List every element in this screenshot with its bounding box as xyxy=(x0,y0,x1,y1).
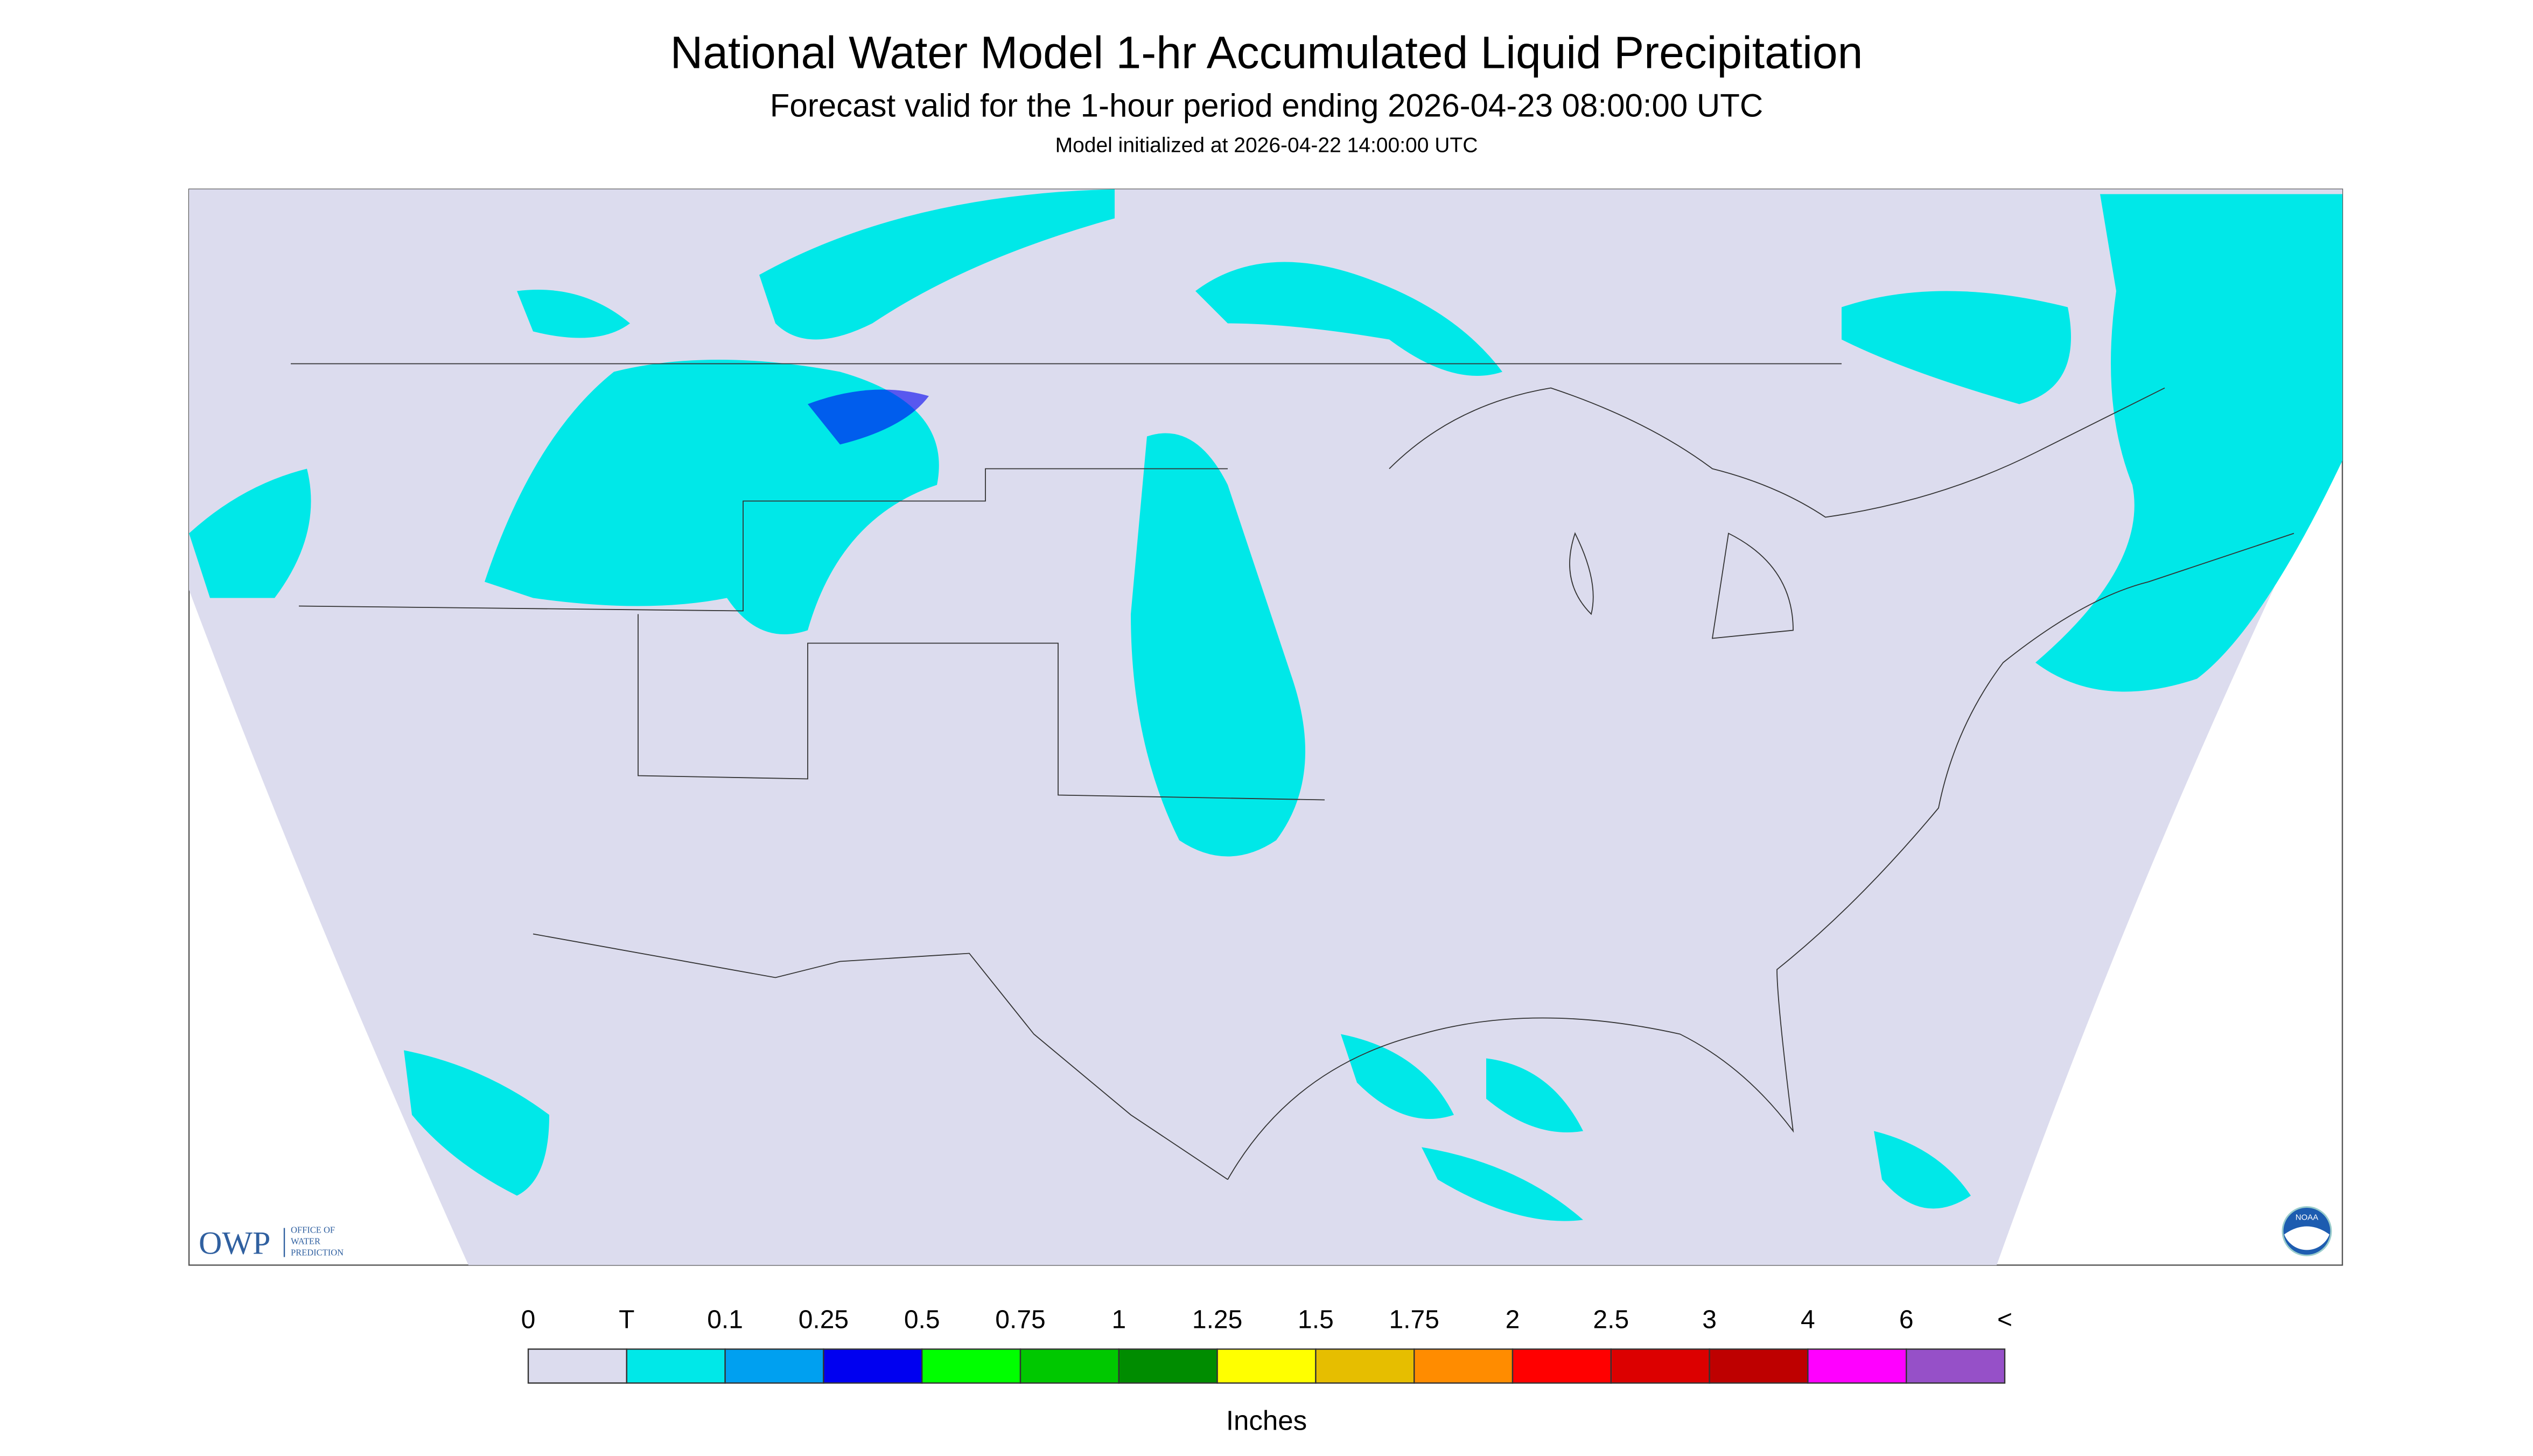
legend-tick-label: 1.75 xyxy=(1389,1306,1439,1334)
legend-swatch xyxy=(1905,1348,2006,1384)
rain-area xyxy=(2035,194,2342,692)
legend-tick-label: 4 xyxy=(1801,1306,1815,1334)
noaa-logo: NOAA xyxy=(2282,1206,2332,1256)
rain-area xyxy=(1131,433,1305,857)
legend-tick-label: 0.1 xyxy=(707,1306,743,1334)
legend-swatch xyxy=(1807,1348,1907,1384)
legend-swatch xyxy=(1019,1348,1120,1384)
legend-swatch xyxy=(1610,1348,1710,1384)
legend-swatch xyxy=(1414,1348,1514,1384)
rain-area xyxy=(404,1050,549,1196)
legend-swatch xyxy=(921,1348,1021,1384)
legend-tick-label: 0 xyxy=(521,1306,536,1334)
rain-area xyxy=(517,290,630,338)
legend-swatch xyxy=(724,1348,824,1384)
noaa-text: NOAA xyxy=(2296,1213,2319,1222)
owp-logo: OWP OFFICE OF WATER PREDICTION xyxy=(199,1225,344,1261)
legend-tick-label: 1.25 xyxy=(1192,1306,1242,1334)
legend-swatch xyxy=(1216,1348,1317,1384)
legend-tick-label: < xyxy=(1997,1306,2012,1334)
legend-swatch xyxy=(1709,1348,1809,1384)
owp-name: OFFICE OF xyxy=(291,1225,335,1235)
legend-tick-label: 6 xyxy=(1899,1306,1914,1334)
rain-area-heavy xyxy=(808,389,929,445)
legend-swatch xyxy=(1315,1348,1415,1384)
legend-swatch xyxy=(527,1348,628,1384)
rain-area xyxy=(485,360,939,634)
rain-area xyxy=(189,468,311,598)
owp-name: WATER xyxy=(291,1236,320,1247)
rain-area xyxy=(759,189,1115,340)
legend-unit: Inches xyxy=(1226,1405,1307,1436)
owp-name: PREDICTION xyxy=(291,1248,344,1258)
rain-area xyxy=(1341,1034,1583,1221)
title: National Water Model 1-hr Accumulated Li… xyxy=(670,27,1863,78)
map xyxy=(188,188,2343,1266)
rain-area xyxy=(1874,1131,1971,1209)
rain-area xyxy=(1195,262,1502,376)
legend: 0 T 0.1 0.25 0.5 0.75 1 1.25 1.5 1.75 2 2.5 3 4 6 < xyxy=(521,1306,2012,1384)
legend-tick-label: 1.5 xyxy=(1298,1306,1334,1334)
legend-tick-label: 3 xyxy=(1702,1306,1717,1334)
legend-tick-label: 1 xyxy=(1111,1306,1126,1334)
legend-tick-label: 0.75 xyxy=(995,1306,1045,1334)
borders xyxy=(291,363,2294,1180)
subtitle: Forecast valid for the 1-hour period end… xyxy=(770,88,1763,124)
legend-tick-label: T xyxy=(619,1306,634,1334)
legend-swatch xyxy=(1118,1348,1218,1384)
legend-tick-label: 0.25 xyxy=(799,1306,849,1334)
precip-areas xyxy=(189,189,2342,1221)
legend-tick-label: 0.5 xyxy=(904,1306,940,1334)
legend-swatch xyxy=(823,1348,923,1384)
legend-swatch xyxy=(626,1348,726,1384)
legend-tick-label: 2 xyxy=(1506,1306,1520,1334)
legend-tick-label: 2.5 xyxy=(1593,1306,1629,1334)
owp-logo-text: OWP xyxy=(199,1226,270,1261)
legend-swatch xyxy=(1512,1348,1612,1384)
init-time: Model initialized at 2026-04-22 14:00:00… xyxy=(1055,134,1478,157)
rain-area xyxy=(1842,291,2071,404)
